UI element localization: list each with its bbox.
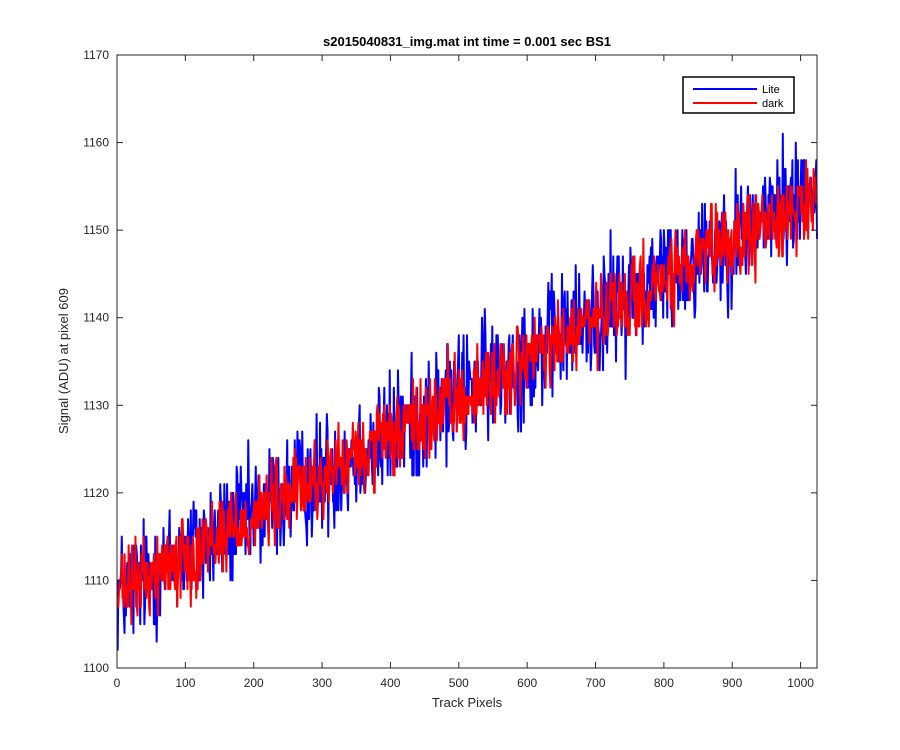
x-axis-label: Track Pixels [432, 695, 503, 710]
legend-box [682, 76, 795, 114]
chart-title: s2015040831_img.mat int time = 0.001 sec… [323, 34, 611, 49]
y-tick-label: 1170 [83, 48, 109, 62]
x-tick-label: 800 [654, 676, 674, 690]
y-tick-label: 1110 [84, 573, 109, 587]
x-tick-label: 400 [380, 676, 400, 690]
legend-label-lite: Lite [762, 84, 780, 96]
series-layer [116, 132, 818, 651]
x-tick-label: 900 [722, 676, 742, 690]
y-tick-label: 1120 [83, 486, 109, 500]
x-tick-label: 200 [244, 676, 264, 690]
x-tick-label: 1000 [787, 676, 814, 690]
x-tick-label: 700 [586, 676, 606, 690]
axes-box [116, 54, 818, 669]
y-tick-label: 1160 [83, 136, 109, 150]
legend: Lite dark [682, 76, 795, 114]
series-line-dark [116, 159, 818, 626]
x-tick-label: 500 [449, 676, 469, 690]
y-ticks: 1100 1110 1120 1130 1140 1150 1160 1170 [83, 48, 817, 675]
y-tick-label: 1100 [83, 661, 109, 675]
legend-label-dark: dark [762, 98, 784, 110]
y-tick-label: 1130 [83, 398, 109, 412]
y-axis-label: Signal (ADU) at pixel 609 [56, 288, 71, 434]
x-tick-label: 600 [517, 676, 537, 690]
y-tick-label: 1150 [83, 223, 109, 237]
x-tick-label: 300 [312, 676, 332, 690]
x-ticks: 0 100 200 300 400 500 600 700 800 900 1000 [114, 55, 814, 690]
x-tick-label: 0 [114, 676, 121, 690]
y-tick-label: 1140 [83, 311, 109, 325]
x-tick-label: 100 [175, 676, 195, 690]
